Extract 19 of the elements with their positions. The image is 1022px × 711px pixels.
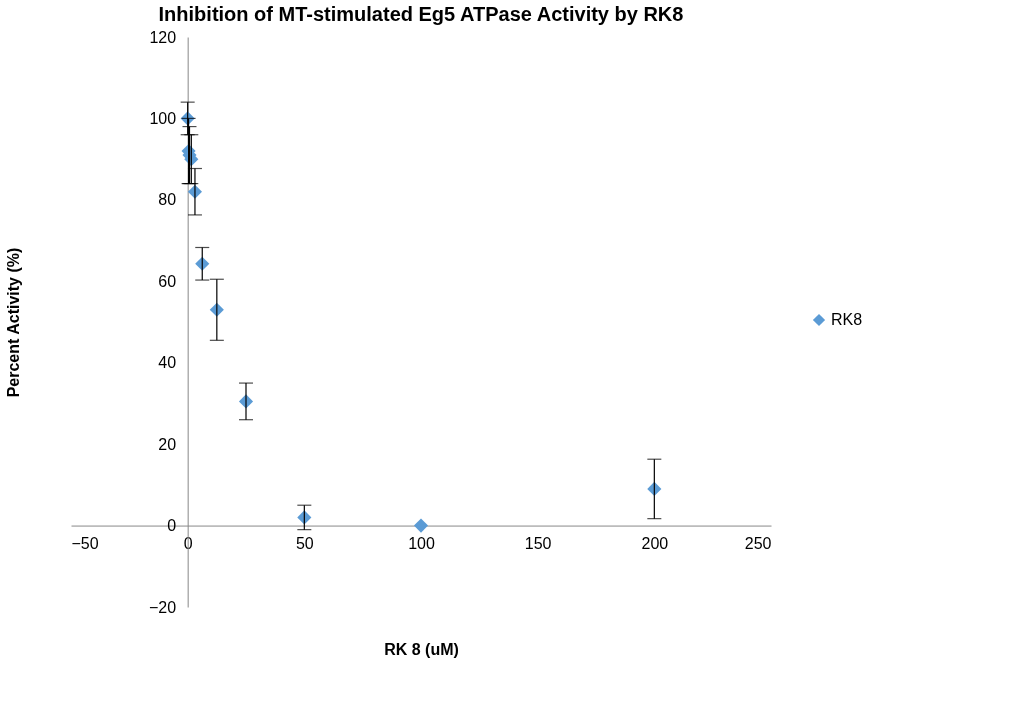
y-tick-label: 20 [158, 435, 177, 453]
x-tick-label: 150 [524, 535, 552, 553]
y-tick-label: 120 [149, 28, 177, 46]
x-tick-label: 0 [183, 535, 193, 553]
x-tick-label: 50 [295, 535, 314, 553]
y-tick-label: 60 [158, 272, 177, 290]
y-tick-label: 100 [149, 109, 177, 127]
y-axis-title: Percent Activity (%) [5, 247, 23, 398]
x-tick-label: 100 [408, 535, 435, 553]
legend-label: RK8 [831, 311, 863, 328]
y-tick-label: 40 [158, 354, 177, 372]
x-tick-label: −50 [71, 535, 99, 553]
y-tick-label: −20 [149, 598, 177, 616]
x-tick-label: 200 [641, 535, 669, 553]
y-tick-label: 0 [167, 517, 177, 535]
y-tick-label: 80 [158, 191, 177, 209]
x-axis-title: RK 8 (uM) [384, 640, 459, 658]
chart-title: Inhibition of MT-stimulated Eg5 ATPase Activity by RK8 [158, 3, 684, 25]
x-tick-label: 250 [744, 535, 772, 553]
